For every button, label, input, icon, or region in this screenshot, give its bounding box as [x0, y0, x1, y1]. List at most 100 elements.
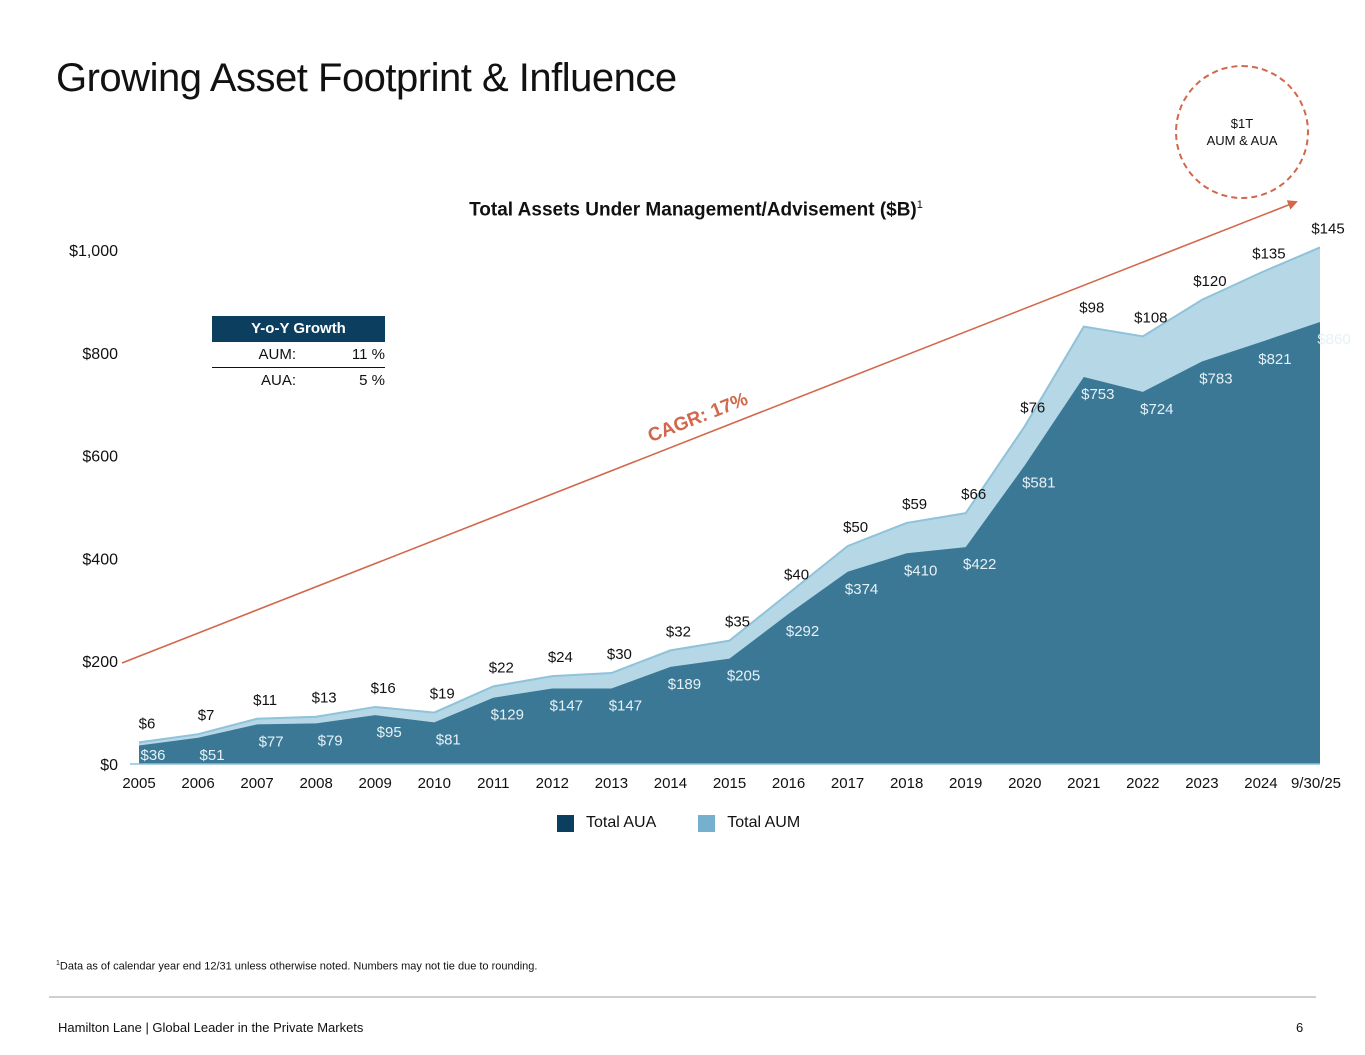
chart-legend: Total AUA Total AUM	[557, 814, 800, 832]
yoy-growth-header: Y-o-Y Growth	[212, 316, 385, 342]
y-tick-label: $600	[82, 449, 118, 466]
aua-data-label: $129	[491, 707, 524, 724]
aum-data-label: $50	[843, 519, 868, 536]
x-tick-label: 2015	[713, 775, 746, 792]
one-trillion-callout: $1T AUM & AUA	[1175, 65, 1309, 199]
aum-data-label: $59	[902, 496, 927, 513]
aua-data-label: $147	[550, 697, 583, 714]
aum-data-label: $35	[725, 614, 750, 631]
chart-title-text: Total Assets Under Management/Advisement…	[469, 199, 917, 221]
aum-data-label: $19	[430, 686, 455, 703]
aum-data-label: $108	[1134, 309, 1167, 326]
aum-data-label: $120	[1193, 273, 1226, 290]
yoy-growth-row-aua: AUA: 5 %	[212, 368, 385, 393]
aua-data-label: $410	[904, 562, 937, 579]
footer-divider	[49, 996, 1316, 998]
area-chart: CAGR: 17% $0 $200 $400 $600 $800 $1,000 2005 2…	[69, 200, 1351, 792]
aum-data-label: $40	[784, 566, 809, 583]
aua-data-label: $821	[1258, 351, 1291, 368]
callout-amount: $1T	[1230, 116, 1254, 131]
yoy-growth-value: 5 %	[359, 372, 385, 389]
aua-data-label: $205	[727, 668, 760, 685]
yoy-growth-value: 11 %	[351, 346, 385, 363]
aum-data-label: $66	[961, 486, 986, 503]
aua-data-label: $81	[436, 731, 461, 748]
x-tick-label: 2013	[595, 775, 628, 792]
aua-data-label: $783	[1199, 371, 1232, 388]
cagr-trend-arrow	[121, 200, 1298, 664]
x-tick-label: 9/30/25	[1291, 775, 1341, 792]
legend-label: Total AUA	[586, 814, 657, 831]
aum-data-label: $7	[198, 707, 215, 724]
chart-title: Total Assets Under Management/Advisement…	[0, 199, 1365, 221]
x-tick-label: 2020	[1008, 775, 1041, 792]
aum-data-label: $98	[1079, 300, 1104, 317]
y-tick-label: $200	[82, 654, 118, 671]
x-tick-label: 2024	[1244, 775, 1277, 792]
x-tick-label: 2021	[1067, 775, 1100, 792]
aua-data-label: $753	[1081, 386, 1114, 403]
chart-title-footnote-marker: 1	[916, 199, 923, 211]
y-tick-label: $800	[82, 346, 118, 363]
aua-data-label: $292	[786, 623, 819, 640]
aum-data-label: $24	[548, 649, 573, 666]
aum-data-label: $32	[666, 623, 691, 640]
aua-data-label: $189	[668, 676, 701, 693]
x-tick-label: 2019	[949, 775, 982, 792]
aua-data-label: $860	[1317, 331, 1350, 348]
aua-data-label: $147	[609, 697, 642, 714]
footnote-marker: 1	[56, 960, 60, 967]
y-tick-label: $1,000	[69, 243, 118, 260]
aum-data-label: $22	[489, 659, 514, 676]
x-tick-label: 2022	[1126, 775, 1159, 792]
footnote-text: Data as of calendar year end 12/31 unles…	[59, 960, 538, 973]
aum-data-label: $135	[1252, 246, 1285, 263]
legend-swatch-aua	[557, 814, 574, 832]
aua-data-label: $374	[845, 581, 878, 598]
legend-item-total-aum: Total AUM	[698, 814, 800, 832]
x-tick-label: 2017	[831, 775, 864, 792]
legend-swatch-aum	[698, 814, 716, 832]
aum-data-label: $11	[253, 692, 277, 709]
aua-data-label: $79	[318, 732, 343, 749]
aua-data-label: $95	[377, 724, 402, 741]
yoy-growth-row-aum: AUM: 11 %	[212, 342, 385, 368]
footnote: 1Data as of calendar year end 12/31 unle…	[56, 960, 537, 973]
aum-data-label: $145	[1311, 220, 1344, 237]
x-tick-label: 2009	[359, 775, 392, 792]
yoy-growth-label: AUM:	[258, 346, 297, 363]
aum-data-label: $13	[312, 690, 337, 707]
page-number: 6	[1296, 1020, 1304, 1035]
aua-data-label: $36	[140, 747, 165, 764]
x-tick-label: 2008	[299, 775, 332, 792]
x-tick-label: 2011	[477, 775, 509, 792]
yoy-growth-label: AUA:	[260, 372, 296, 389]
x-tick-label: 2012	[536, 775, 569, 792]
callout-caption: AUM & AUA	[1206, 133, 1278, 148]
aum-data-label: $6	[139, 715, 156, 732]
legend-label: Total AUM	[727, 814, 801, 831]
legend-item-total-aua: Total AUA	[557, 814, 656, 832]
aum-data-label: $30	[607, 646, 632, 663]
x-tick-label: 2014	[654, 775, 687, 792]
aua-data-label: $422	[963, 556, 996, 573]
x-tick-label: 2005	[122, 775, 155, 792]
aum-data-label: $16	[371, 680, 396, 697]
cagr-label: CAGR: 17%	[645, 389, 751, 447]
aum-data-label: $76	[1020, 399, 1045, 416]
aua-data-label: $77	[259, 733, 284, 750]
x-tick-label: 2018	[890, 775, 923, 792]
aua-area	[139, 321, 1320, 764]
footer-text: Hamilton Lane | Global Leader in the Pri…	[58, 1020, 364, 1035]
x-tick-label: 2016	[772, 775, 805, 792]
aum-area-edge	[138, 246, 1321, 744]
page-title: Growing Asset Footprint & Influence	[56, 56, 677, 100]
x-tick-label: 2010	[418, 775, 451, 792]
x-tick-label: 2023	[1185, 775, 1218, 792]
yoy-growth-table: Y-o-Y Growth AUM: 11 % AUA: 5 %	[212, 316, 385, 393]
aua-data-label: $724	[1140, 401, 1173, 418]
aua-data-label: $51	[200, 747, 225, 764]
x-tick-label: 2007	[240, 775, 273, 792]
x-tick-label: 2006	[181, 775, 214, 792]
y-tick-label: $400	[82, 551, 118, 568]
